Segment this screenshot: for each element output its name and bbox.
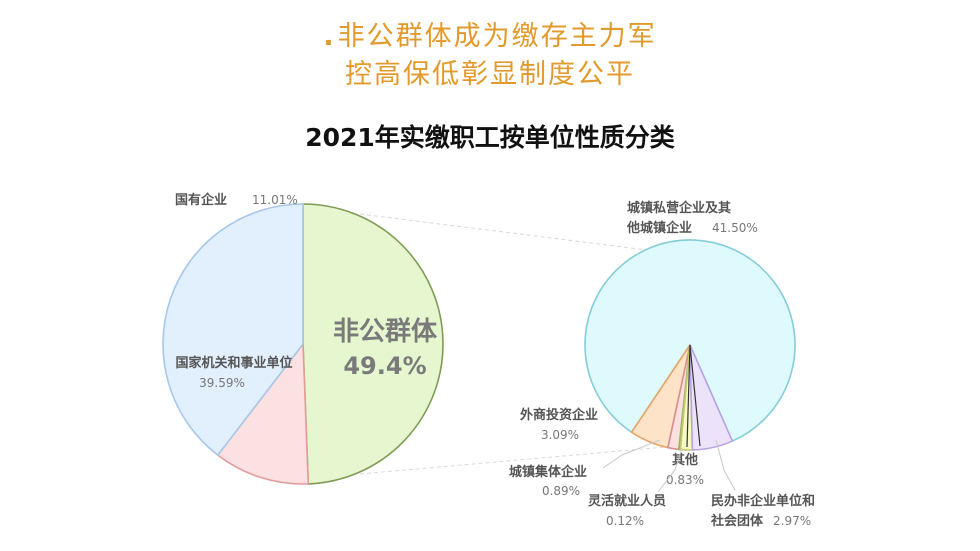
leader-line: [657, 447, 683, 493]
headline-line-2: 控高保低彰显制度公平: [345, 59, 635, 90]
pie-slice-right-0: [584, 239, 796, 443]
headline-bullet: .: [323, 21, 336, 52]
slice-value-2: 39.59%: [199, 376, 245, 390]
slice-value-right-3: 0.12%: [606, 514, 644, 528]
slice-label-right-0b: 他城镇企业: [626, 220, 692, 236]
pie-slice-2: [162, 203, 304, 457]
slice-value-right-4: 0.83%: [666, 473, 704, 487]
pie-slice-0: [302, 203, 444, 485]
connector-line-bottom: [359, 446, 666, 475]
slice-value-1: 11.01%: [252, 193, 298, 207]
slice-label-0: 非公群体: [333, 317, 438, 347]
slice-label-right-0: 城镇私营企业及其: [627, 200, 731, 216]
slice-value-right-2: 0.89%: [542, 484, 580, 498]
slice-label-right-5b: 社会团体: [710, 513, 764, 529]
slice-label-right-2: 城镇集体企业: [509, 464, 587, 480]
pie-slice-1: [216, 341, 310, 485]
leader-line: [715, 439, 736, 491]
chart-title: 2021年实缴职工按单位性质分类: [305, 123, 675, 152]
leader-line: [602, 439, 661, 469]
slice-label-1: 国有企业: [175, 192, 227, 208]
slice-label-2: 国家机关和事业单位: [175, 355, 292, 371]
slice-divider: [686, 344, 691, 448]
headline-text-1: 非公群体成为缴存主力军: [337, 21, 657, 52]
slice-label-right-4: 其他: [672, 452, 698, 468]
slice-value-right-1: 3.09%: [541, 428, 579, 442]
slice-divider: [689, 344, 701, 447]
slice-label-right-5: 民办非企业单位和: [711, 493, 815, 509]
slice-label-right-1: 外商投资企业: [519, 407, 598, 423]
slice-value-right-5: 2.97%: [773, 514, 811, 528]
slice-value-0: 49.4%: [343, 352, 426, 380]
pie-slice-right-1: [689, 344, 734, 451]
headline-line-1: .非公群体成为缴存主力军: [0, 14, 980, 53]
slice-value-right-0: 41.50%: [712, 221, 758, 235]
slice-label-right-3: 灵活就业人员: [588, 493, 666, 509]
connector-line-top: [359, 213, 664, 253]
